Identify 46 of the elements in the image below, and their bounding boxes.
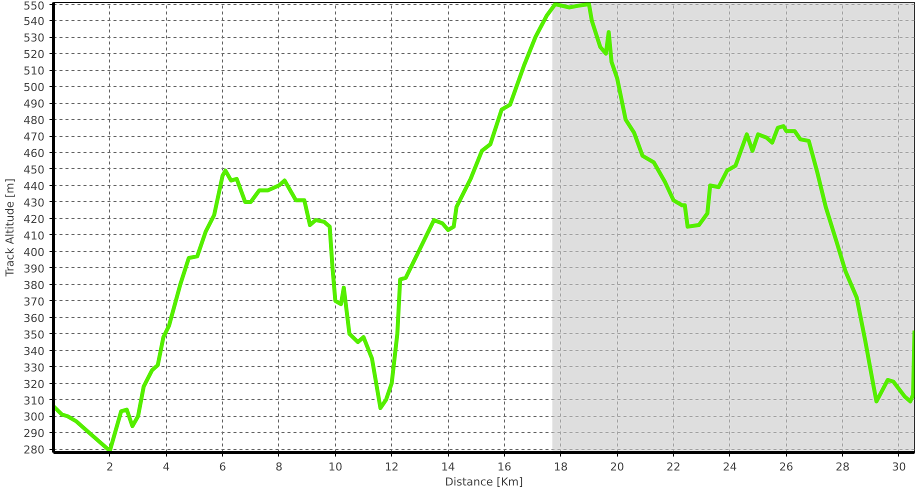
y-tick-label: 280 (24, 444, 45, 457)
x-tick-label: 28 (836, 460, 850, 474)
y-tick-label: 360 (24, 312, 45, 325)
y-axis-title: Track Altitude [m] (4, 178, 17, 278)
x-tick-label: 30 (892, 460, 906, 474)
x-axis-title: Distance [Km] (444, 476, 524, 488)
y-tick-label: 400 (24, 246, 45, 259)
y-tick-label: 350 (24, 328, 45, 342)
x-tick-label: 16 (497, 460, 512, 474)
x-tick-label: 26 (779, 460, 794, 474)
x-tick-label: 4 (162, 460, 170, 474)
y-tick-label: 340 (24, 344, 45, 358)
y-tick-label: 380 (24, 278, 45, 292)
x-tick-label: 18 (554, 460, 568, 474)
y-tick-label: 310 (24, 394, 45, 408)
y-tick-label: 320 (24, 378, 45, 391)
x-tick-label: 2 (106, 460, 114, 474)
y-tick-label: 300 (24, 410, 45, 424)
y-tick-label: 440 (24, 180, 45, 193)
y-tick-label: 370 (24, 295, 45, 308)
y-tick-label: 490 (24, 98, 45, 111)
x-tick-label: 8 (275, 460, 282, 474)
y-tick-label: 460 (24, 147, 45, 160)
y-tick-label: 500 (24, 81, 45, 94)
y-tick-label: 420 (24, 212, 45, 226)
y-tick-label: 390 (24, 262, 45, 276)
y-tick-label: 530 (24, 32, 45, 45)
x-tick-label: 10 (328, 460, 342, 474)
x-tick-label: 6 (219, 460, 226, 474)
y-tick-label: 330 (24, 361, 45, 374)
x-tick-label: 20 (610, 460, 624, 474)
x-tick-label: 12 (384, 460, 399, 474)
y-tick-label: 290 (24, 427, 45, 440)
y-tick-label: 430 (24, 196, 45, 210)
y-tick-label: 520 (24, 48, 45, 62)
line-series (54, 2, 914, 452)
y-tick-label: 540 (24, 15, 45, 28)
y-tick-label: 550 (24, 0, 45, 12)
x-tick-label: 14 (441, 460, 456, 474)
y-tick-label: 470 (24, 130, 45, 144)
y-tick-label: 510 (24, 64, 45, 78)
x-tick-label: 24 (722, 460, 737, 474)
y-tick-label: 410 (24, 229, 45, 242)
y-tick-label: 450 (24, 163, 45, 176)
y-tick-label: 480 (24, 114, 45, 128)
x-tick-label: 22 (666, 460, 681, 474)
